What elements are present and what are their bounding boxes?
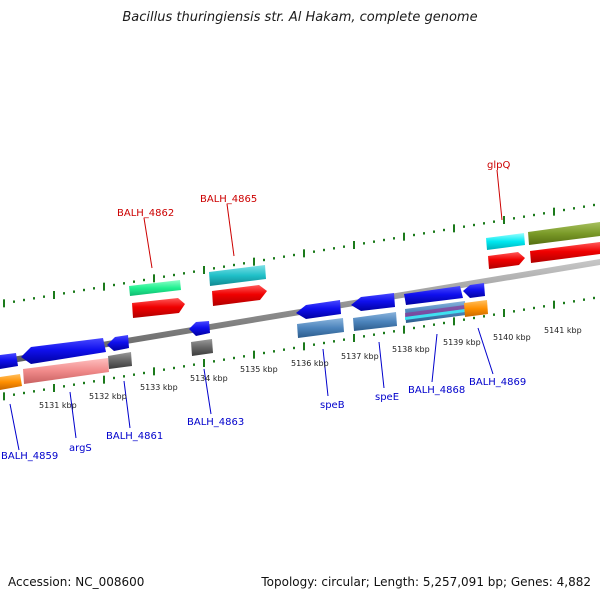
kbp-label: 5139 kbp: [443, 338, 481, 347]
gene-labels-red: BALH_4862 BALH_4865 glpQ: [117, 160, 510, 219]
kbp-label: 5141 kbp: [544, 326, 582, 335]
gene-labels-blue: BALH_4859 argS BALH_4861 BALH_4863 speB …: [1, 377, 526, 462]
gene-balh-4859-rna-feature[interactable]: [0, 374, 22, 390]
leader-balh-4861: [123, 380, 131, 429]
kbp-label: 5138 kbp: [392, 345, 430, 354]
gene-speb-feature[interactable]: [296, 300, 341, 319]
gene-label-balh-4859: BALH_4859: [1, 451, 58, 462]
gene-balh-4862-rna-feature[interactable]: [132, 298, 185, 318]
leader-spee: [378, 341, 385, 389]
gene-olive-rna-feature[interactable]: [530, 242, 600, 263]
leader-speb: [322, 348, 329, 397]
kbp-label: 5131 kbp: [39, 401, 77, 410]
gene-label-balh-4863: BALH_4863: [187, 417, 244, 428]
kbp-label: 5140 kbp: [493, 333, 531, 342]
gene-label-balh-4868: BALH_4868: [408, 385, 465, 396]
leader-balh-4865: [226, 203, 235, 257]
gene-spee-rna-feature[interactable]: [353, 312, 397, 331]
gene-balh-4865-feature[interactable]: [209, 265, 266, 286]
leader-balh-4859: [9, 403, 20, 451]
gene-balh-4868-feature[interactable]: [404, 286, 463, 305]
gene-balh-4862-feature[interactable]: [129, 280, 181, 296]
leader-lines-red: [143, 169, 503, 269]
accession-text: Accession: NC_008600: [8, 575, 145, 589]
gene-label-args: argS: [69, 443, 92, 454]
gene-label-balh-4861: BALH_4861: [106, 431, 163, 442]
gene-balh-4869-rna-feature[interactable]: [464, 300, 488, 317]
gene-balh-4861-rna-feature[interactable]: [108, 352, 132, 369]
gene-balh-4869-feature[interactable]: [463, 283, 485, 298]
gene-args-rna-feature[interactable]: [23, 358, 109, 384]
leader-args: [69, 391, 77, 439]
kbp-label: 5135 kbp: [240, 365, 278, 374]
gene-balh-4868-inner-band: [405, 305, 465, 317]
kbp-label: 5137 kbp: [341, 352, 379, 361]
kbp-label: 5134 kbp: [190, 374, 228, 383]
gene-balh-4861-feature[interactable]: [107, 335, 129, 351]
tick-track-lower: [3, 296, 595, 401]
genome-summary-text: Topology: circular; Length: 5,257,091 bp…: [261, 575, 591, 589]
gene-olive-feature[interactable]: [528, 222, 600, 245]
gene-label-spee: speE: [375, 392, 399, 403]
gene-label-balh-4869: BALH_4869: [469, 377, 526, 388]
leader-balh-4869: [477, 327, 494, 375]
gene-spee-feature[interactable]: [351, 293, 395, 311]
gene-glpq-feature[interactable]: [486, 233, 525, 250]
kbp-label: 5132 kbp: [89, 392, 127, 401]
gene-balh-4868-cyan-band: [405, 309, 465, 320]
leader-lines-blue: [9, 327, 494, 451]
leader-glpq: [496, 169, 503, 221]
gene-balh-4863-rna-feature[interactable]: [191, 339, 213, 356]
tick-track-upper: [3, 203, 595, 308]
gene-balh-4859-feature[interactable]: [0, 353, 18, 369]
gene-balh-4863-feature[interactable]: [189, 321, 210, 336]
kbp-label: 5133 kbp: [140, 383, 178, 392]
leader-balh-4863: [203, 368, 212, 415]
gene-label-balh-4865: BALH_4865: [200, 194, 257, 205]
gene-label-balh-4862: BALH_4862: [117, 208, 174, 219]
kbp-labels: 5131 kbp 5132 kbp 5133 kbp 5134 kbp 5135…: [39, 326, 582, 410]
kbp-label: 5136 kbp: [291, 359, 329, 368]
gene-glpq-rna-feature[interactable]: [488, 252, 525, 269]
gene-speb-rna-feature[interactable]: [297, 318, 344, 338]
gene-balh-4865-rna-feature[interactable]: [212, 285, 267, 306]
gene-args-feature[interactable]: [21, 338, 106, 364]
map-title: Bacillus thuringiensis str. Al Hakam, co…: [122, 10, 478, 25]
leader-balh-4868: [431, 333, 438, 383]
gene-label-speb: speB: [320, 400, 345, 411]
leader-balh-4862: [143, 217, 153, 269]
gene-label-glpq: glpQ: [487, 160, 510, 171]
